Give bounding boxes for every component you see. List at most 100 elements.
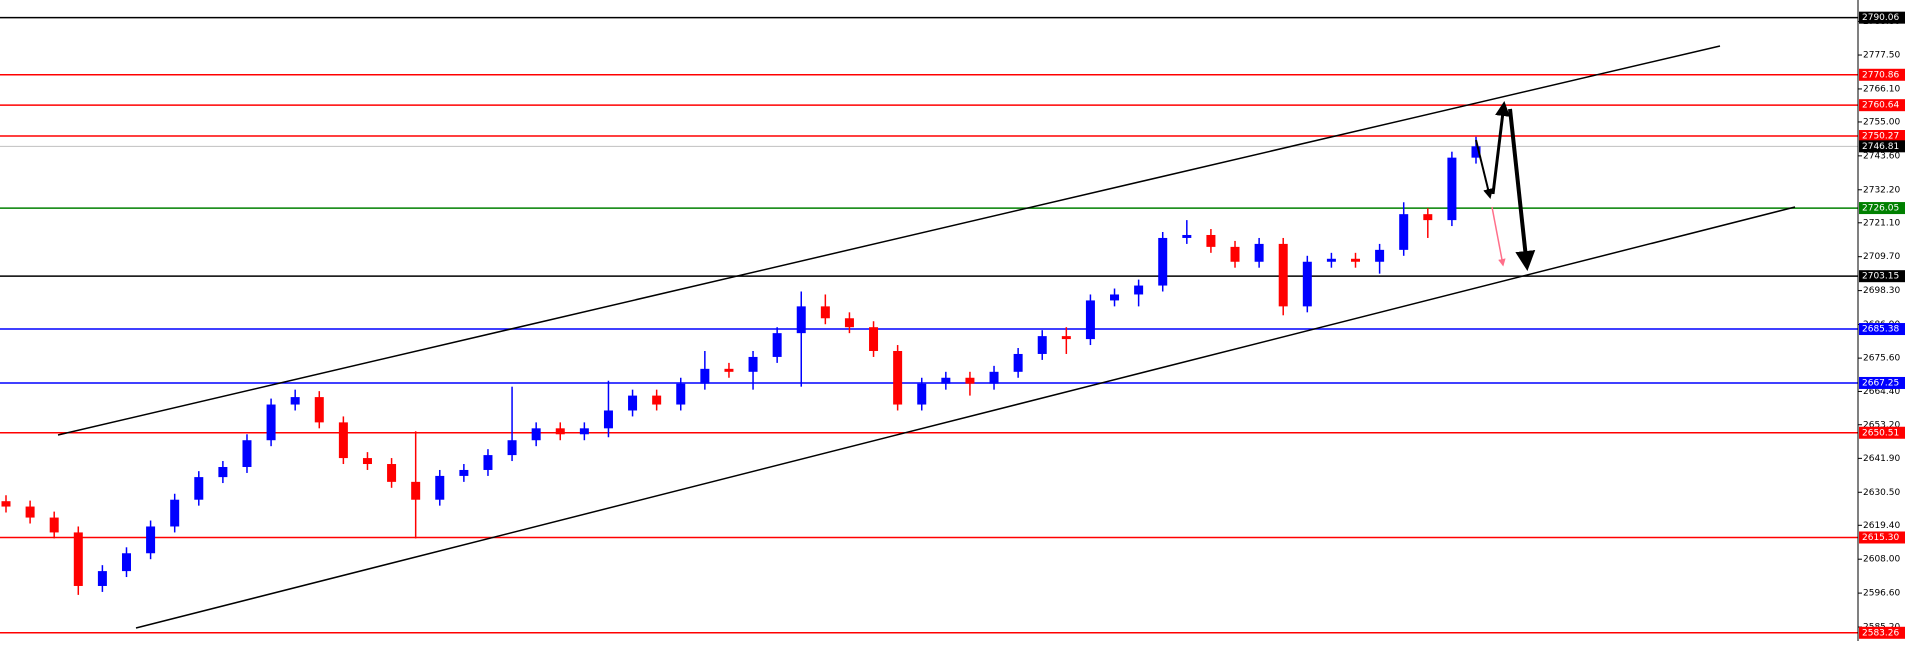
- level-label: 2750.27: [1862, 132, 1899, 142]
- candle-body: [676, 383, 686, 405]
- y-tick-label: 2743.60: [1863, 151, 1900, 161]
- level-label-box: [1859, 323, 1905, 336]
- candle-body: [1037, 336, 1047, 354]
- level-label: 2746.81: [1862, 142, 1899, 152]
- level-label-box: [1859, 376, 1905, 389]
- upper-channel: [57, 45, 1721, 436]
- candle-body: [1182, 234, 1192, 238]
- candles: [1, 136, 1481, 595]
- candle-body: [1254, 243, 1264, 262]
- arrow: [1508, 108, 1536, 271]
- level-label: 2790.06: [1862, 13, 1899, 23]
- candle-body: [603, 410, 613, 429]
- candle-body: [772, 333, 782, 357]
- level-label-box: [1859, 270, 1905, 283]
- candle-body: [362, 458, 372, 465]
- candle-body: [941, 377, 951, 384]
- candle-body: [1447, 157, 1457, 221]
- y-tick-label: 2709.70: [1863, 252, 1900, 262]
- candle-body: [989, 371, 999, 384]
- y-tick-label: 2630.50: [1863, 488, 1900, 498]
- level-label: 2770.86: [1862, 70, 1899, 80]
- candle-body: [1206, 234, 1216, 247]
- candle-body: [579, 428, 589, 435]
- candle-body: [242, 440, 252, 467]
- arrow: [1475, 139, 1493, 199]
- level-label: 2685.38: [1862, 325, 1899, 335]
- candle-body: [893, 350, 903, 405]
- candle-body: [1375, 249, 1385, 262]
- y-tick-label: 2608.00: [1863, 555, 1900, 565]
- level-lines: [0, 16, 1858, 634]
- candle-body: [1134, 285, 1144, 295]
- level-label: 2615.30: [1862, 533, 1899, 543]
- y-tick-label: 2755.00: [1863, 117, 1900, 127]
- candle-body: [820, 306, 830, 319]
- candle-body: [1302, 261, 1312, 307]
- price-axis-labels: 2788.802777.502766.102755.002743.602732.…: [1858, 11, 1905, 639]
- level-label: 2583.26: [1862, 628, 1899, 638]
- y-tick-label: 2664.40: [1863, 387, 1900, 397]
- y-tick-label: 2675.60: [1863, 354, 1900, 364]
- candle-body: [1013, 353, 1023, 372]
- candle-body: [1110, 294, 1120, 301]
- candle-body: [1423, 214, 1433, 221]
- y-tick-label: 2641.90: [1863, 454, 1900, 464]
- candle-body: [314, 397, 324, 423]
- candle-body: [194, 477, 204, 500]
- candle-body: [97, 571, 107, 586]
- candle-body: [266, 404, 276, 441]
- candle-body: [507, 440, 517, 456]
- level-label: 2667.25: [1862, 378, 1899, 388]
- candle-body: [1085, 300, 1095, 340]
- y-tick-label: 2721.10: [1863, 218, 1900, 228]
- level-label-box: [1859, 68, 1905, 81]
- level-label: 2703.15: [1862, 272, 1899, 282]
- y-tick-label: 2653.20: [1863, 420, 1900, 430]
- candle-body: [917, 383, 927, 405]
- candle-body: [435, 475, 445, 500]
- candle-body: [146, 526, 156, 554]
- y-tick-label: 2766.10: [1863, 84, 1900, 94]
- level-label-box: [1859, 140, 1905, 153]
- candle-body: [338, 422, 348, 459]
- candle-body: [170, 499, 180, 527]
- y-tick-label: 2596.60: [1863, 589, 1900, 599]
- candle-body: [628, 395, 638, 411]
- candle-body: [121, 553, 131, 572]
- candle-body: [748, 356, 758, 372]
- level-label-box: [1859, 11, 1905, 24]
- candle-body: [290, 397, 300, 405]
- candle-body: [218, 466, 228, 478]
- candle-body: [1061, 336, 1071, 340]
- candle-body: [724, 368, 734, 372]
- candle-body: [844, 318, 854, 328]
- y-tick-label: 2619.40: [1863, 521, 1900, 531]
- candle-body: [483, 455, 493, 470]
- candle-body: [1, 501, 11, 507]
- candle-body: [73, 532, 83, 586]
- candle-body: [25, 506, 35, 518]
- candle-body: [1471, 146, 1481, 158]
- annotations: [57, 45, 1796, 629]
- candle-body: [1230, 246, 1240, 262]
- level-label-box: [1859, 626, 1905, 639]
- candle-body: [531, 428, 541, 441]
- candle-body: [387, 464, 397, 482]
- level-label: 2650.51: [1862, 428, 1899, 438]
- candle-body: [555, 428, 565, 435]
- arrow: [1491, 101, 1510, 195]
- candle-body: [700, 368, 710, 384]
- level-label: 2726.05: [1862, 204, 1899, 214]
- candle-body: [411, 481, 421, 500]
- candle-body: [652, 395, 662, 405]
- candle-body: [1278, 243, 1288, 307]
- level-label-box: [1859, 426, 1905, 439]
- level-label-box: [1859, 130, 1905, 143]
- candle-body: [965, 377, 975, 384]
- candle-body: [1158, 237, 1168, 286]
- candle-body: [459, 469, 469, 476]
- level-label-box: [1859, 202, 1905, 215]
